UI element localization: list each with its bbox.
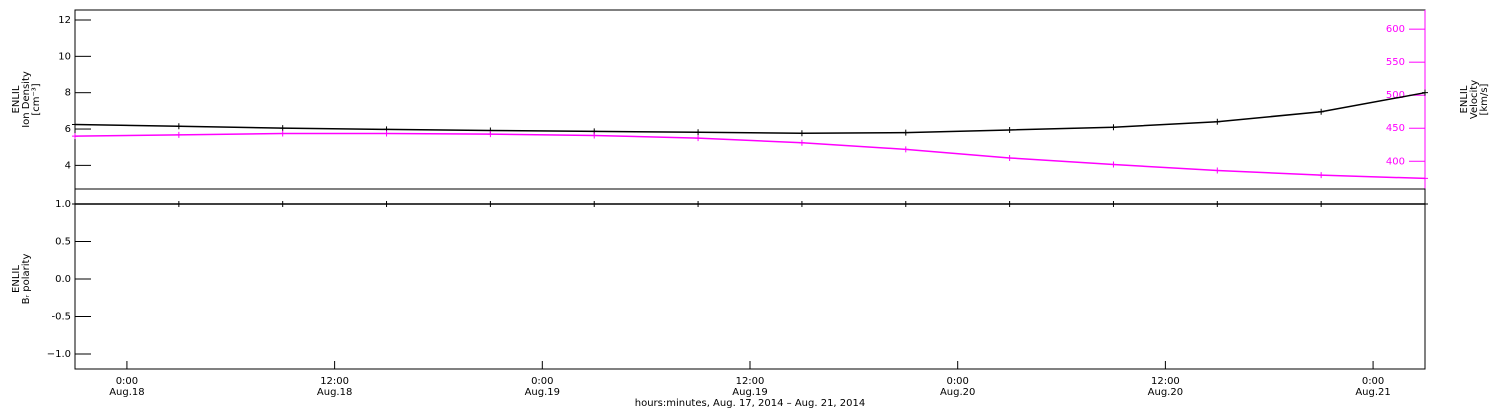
y2-tick-label: 500 [1386,90,1405,101]
data-marker [175,131,182,138]
data-marker [1110,124,1117,131]
y2-tick-label: 550 [1386,57,1405,68]
data-marker [695,135,702,142]
plot-frame [74,188,1426,370]
x-tick-label: Aug.20 [940,387,975,398]
y-tick-label: 6 [65,124,71,135]
data-marker [1318,201,1325,207]
data-marker [487,131,494,138]
data-marker [1422,89,1428,96]
y2-tick-label: 400 [1386,156,1405,167]
y-tick-label: 12 [58,15,71,26]
data-marker [175,201,182,207]
data-marker [1110,161,1117,168]
data-marker [1422,175,1428,182]
data-marker [798,201,805,207]
data-marker [72,121,78,128]
data-marker [1214,118,1221,125]
y2-axis-label: Velocity [1469,80,1480,119]
x-tick-label: 0:00 [116,376,138,387]
data-marker [902,146,909,153]
data-marker [1318,108,1325,115]
data-marker [1318,172,1325,179]
data-marker [902,201,909,207]
data-marker [1214,167,1221,174]
y-tick-label: -0.5 [51,312,71,323]
x-tick-label: 12:00 [736,376,765,387]
data-marker [1214,201,1221,207]
data-marker [72,201,78,207]
y-tick-label: 1.0 [55,199,71,210]
y-tick-label: 10 [58,51,71,62]
y-tick-label: 8 [65,88,71,99]
data-marker [1110,201,1117,207]
data-marker [902,129,909,136]
y2-tick-label: 600 [1386,24,1405,35]
data-marker [798,139,805,146]
x-tick-label: 12:00 [1151,376,1180,387]
data-marker [1006,126,1013,133]
x-tick-label: 0:00 [946,376,968,387]
x-axis-label: hours:minutes, Aug. 17, 2014 – Aug. 21, … [635,398,866,409]
data-marker [591,132,598,139]
y2-axis-label: [km/s] [1479,83,1490,115]
y2-axis-label: ENLIL [1459,85,1470,113]
y-tick-label: 0.0 [55,274,71,285]
data-marker [72,133,78,140]
data-marker [383,201,390,207]
x-tick-label: 0:00 [1362,376,1384,387]
y-tick-label: 4 [65,160,71,171]
data-marker [695,201,702,207]
y-tick-label: 0.5 [55,237,71,248]
y-axis-label: ENLIL [11,85,22,113]
data-line [74,91,1426,134]
y2-tick-label: 450 [1386,123,1405,134]
data-marker [1422,201,1428,207]
x-tick-label: Aug.18 [109,387,144,398]
data-marker [279,125,286,132]
x-tick-label: Aug.18 [317,387,352,398]
data-marker [1006,154,1013,161]
x-tick-label: 0:00 [531,376,553,387]
data-marker [798,130,805,137]
data-marker [383,130,390,137]
data-marker [175,123,182,130]
x-tick-label: Aug.21 [1355,387,1390,398]
data-marker [695,129,702,136]
y-axis-label: Ion Density [21,71,32,128]
y-tick-label: −1.0 [47,349,71,360]
data-marker [279,130,286,137]
data-line [74,132,1426,180]
y-axis-label: [cm⁻³] [31,83,42,115]
plot-frame [74,9,1426,190]
x-tick-label: 12:00 [320,376,349,387]
x-tick-label: Aug.20 [1148,387,1183,398]
data-marker [487,201,494,207]
data-marker [1006,201,1013,207]
data-marker [279,201,286,207]
x-tick-label: Aug.19 [525,387,560,398]
y-axis-label: ENLIL [11,265,22,293]
data-marker [591,201,598,207]
y-axis-label: Bᵣ polarity [21,254,32,305]
x-tick-label: Aug.19 [732,387,767,398]
